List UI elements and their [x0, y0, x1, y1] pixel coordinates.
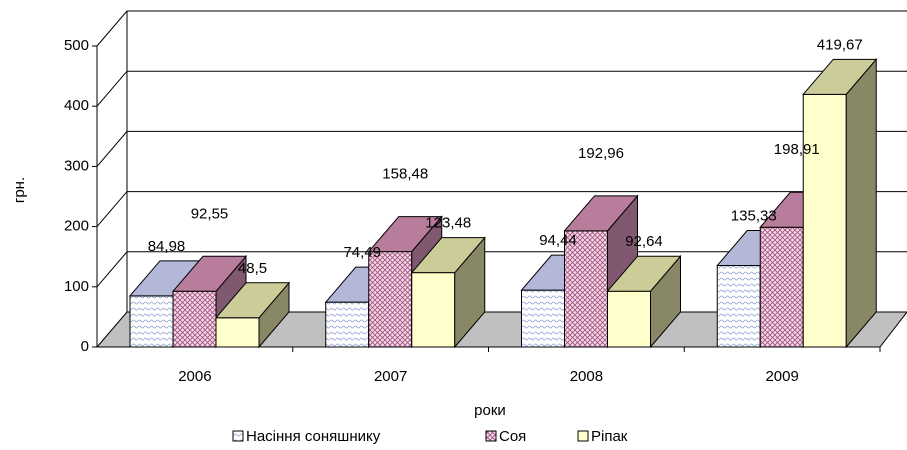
- grid-line: [96, 130, 907, 167]
- x-axis-title: роки: [474, 402, 506, 419]
- data-label: 92,64: [625, 233, 663, 250]
- grid-line: [96, 251, 907, 288]
- data-label: 74,49: [343, 244, 381, 261]
- data-label: 94,44: [539, 232, 577, 249]
- bar: [607, 290, 651, 348]
- y-tick-label: 0: [81, 338, 89, 355]
- bar: [215, 317, 260, 348]
- grid-line: [96, 191, 907, 227]
- y-tick-label: 400: [64, 97, 89, 114]
- bar-side: [845, 58, 877, 349]
- bar: [172, 290, 217, 348]
- y-tick-label: 200: [64, 218, 89, 235]
- data-label: 84,98: [148, 238, 186, 255]
- bar-top: [410, 237, 486, 274]
- grid-line: [96, 70, 907, 107]
- x-tick-label: 2006: [178, 368, 211, 385]
- bar: [411, 272, 456, 348]
- y-tick-label: 300: [64, 157, 89, 174]
- data-label: 419,67: [817, 36, 863, 53]
- data-label: 48,5: [238, 260, 267, 277]
- data-label: 158,48: [382, 166, 428, 183]
- y-tick-label: 500: [64, 37, 89, 54]
- legend-label: Соя: [499, 428, 526, 445]
- legend-swatch: [485, 430, 497, 442]
- legend-swatch: [232, 430, 244, 442]
- data-label: 123,48: [425, 215, 471, 232]
- bar-top: [606, 255, 682, 292]
- bar: [521, 289, 565, 348]
- bar: [129, 295, 174, 348]
- bar-top: [802, 58, 878, 95]
- y-tick-label: 100: [64, 278, 89, 295]
- y-axis-title: грн.: [11, 177, 28, 203]
- data-label: 198,91: [774, 141, 820, 158]
- legend-swatch: [577, 430, 589, 442]
- bar: [368, 251, 413, 348]
- bar: [802, 93, 847, 348]
- legend-label: Насіння соняшнику: [246, 428, 381, 445]
- x-tick-label: 2009: [765, 368, 798, 385]
- bar-top: [214, 282, 291, 319]
- data-label: 135,33: [731, 208, 777, 225]
- bar: [716, 265, 761, 348]
- bar: [759, 226, 804, 348]
- legend-label: Ріпак: [591, 428, 628, 445]
- x-tick-label: 2008: [570, 368, 603, 385]
- data-label: 192,96: [578, 145, 624, 162]
- bar-top: [171, 255, 248, 292]
- bar-top: [563, 195, 639, 232]
- data-label: 92,55: [191, 205, 229, 222]
- bar-top: [367, 216, 443, 253]
- x-tick-label: 2007: [374, 368, 407, 385]
- grid-line: [96, 10, 907, 47]
- bar: [325, 301, 370, 348]
